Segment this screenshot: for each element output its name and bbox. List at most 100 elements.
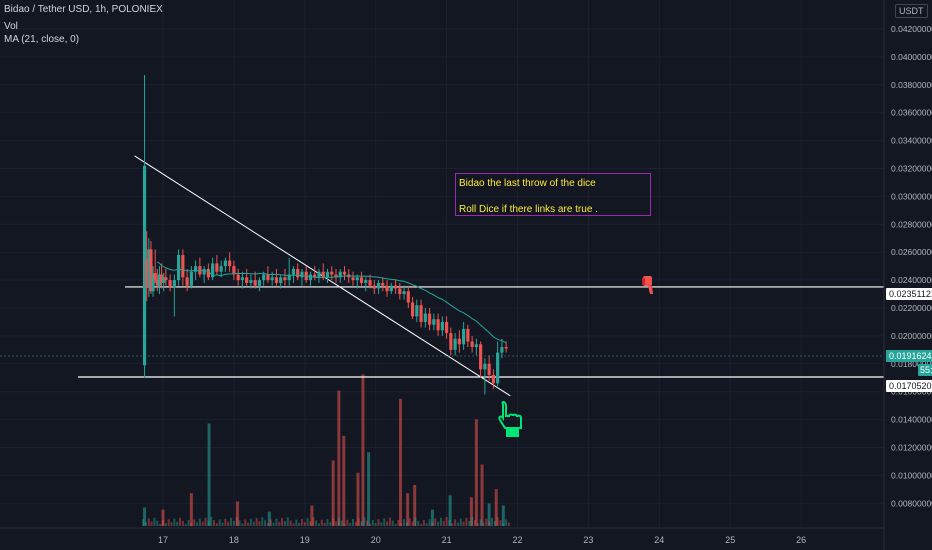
volume-bar: [156, 520, 159, 526]
volume-bars: [142, 374, 510, 526]
candle-body: [355, 277, 359, 281]
candle-body: [274, 277, 279, 283]
volume-bar: [448, 495, 452, 526]
volume-bar: [425, 523, 428, 526]
time-tick-label: 17: [158, 535, 168, 545]
volume-indicator-label[interactable]: Vol: [4, 21, 18, 32]
volume-bar: [374, 523, 377, 526]
volume-bar: [431, 522, 434, 526]
volume-bar: [406, 493, 410, 526]
time-tick-label: 25: [725, 535, 735, 545]
candle-body: [155, 280, 159, 286]
volume-bar: [482, 522, 485, 526]
price-axis[interactable]: 0.04200000 0.04000000 0.03800000 0.03600000…: [891, 24, 932, 508]
volume-bar: [471, 517, 474, 526]
volume-bar: [377, 519, 380, 526]
candle-body: [228, 260, 232, 267]
annotation-line-1: Bidao the last throw of the dice: [459, 178, 596, 189]
candle-body: [500, 347, 504, 353]
candle-body: [406, 291, 410, 303]
volume-bar: [244, 519, 247, 526]
candle-body: [291, 268, 296, 275]
volume-bar: [298, 522, 301, 526]
price-tick-label: 0.03200000: [891, 164, 932, 174]
candle-body: [338, 271, 342, 278]
volume-bar: [323, 522, 326, 526]
candle-body: [402, 291, 406, 295]
candle-body: [142, 165, 147, 366]
candle-body: [491, 374, 495, 384]
volume-bar: [468, 520, 471, 526]
volume-bar: [465, 517, 468, 526]
volume-bar: [380, 522, 383, 526]
volume-bar: [399, 398, 403, 526]
volume-bar: [343, 523, 346, 526]
volume-bar: [201, 521, 204, 526]
candle-body: [313, 274, 317, 278]
candle-body: [419, 305, 423, 322]
volume-bar: [213, 520, 216, 526]
volume-bar: [361, 374, 365, 526]
candle-body: [449, 333, 453, 350]
volume-bar: [283, 521, 286, 526]
resistance-price-label: 0.02351121: [886, 288, 932, 300]
candle-body: [223, 260, 227, 267]
candle-body: [262, 274, 266, 281]
volume-bar: [144, 522, 147, 526]
time-axis[interactable]: 17 18 19 20 21 22 23 24 25 26: [158, 535, 806, 545]
candle-body: [410, 302, 415, 317]
volume-bar: [476, 523, 479, 526]
volume-bar: [488, 521, 491, 526]
volume-bar: [309, 521, 312, 526]
volume-bar: [490, 517, 493, 526]
volume-bar: [469, 497, 473, 526]
volume-bar: [462, 521, 465, 526]
volume-bar: [473, 520, 476, 526]
volume-bar: [474, 419, 478, 526]
volume-bar: [204, 517, 207, 526]
volume-bar: [281, 518, 284, 526]
volume-bar: [501, 505, 505, 526]
price-tick-label: 0.03000000: [891, 191, 932, 201]
candle-body: [321, 271, 325, 278]
volume-bar: [493, 521, 496, 526]
volume-bar: [507, 522, 510, 526]
support-price-label: 0.01705208: [886, 380, 932, 392]
volume-bar: [494, 489, 498, 526]
time-tick-label: 23: [583, 535, 593, 545]
annotation-box[interactable]: Bidao the last throw of the dice Roll Di…: [455, 173, 651, 216]
candle-body: [474, 344, 478, 348]
volume-bar: [334, 521, 337, 526]
candle-body: [245, 277, 249, 283]
volume-bar: [349, 522, 352, 526]
volume-bar: [207, 520, 210, 526]
volume-bar: [337, 517, 340, 526]
candle-body: [157, 274, 162, 286]
volume-bar: [437, 521, 440, 526]
volume-bar: [241, 523, 244, 526]
volume-bar: [496, 517, 499, 526]
candle-body: [462, 328, 466, 345]
candle-body: [249, 280, 253, 283]
ma-indicator-label[interactable]: MA (21, close, 0): [4, 34, 80, 45]
candle-body: [364, 280, 368, 283]
volume-bar: [286, 517, 289, 526]
volume-bar: [196, 522, 199, 526]
moving-average-line: [157, 261, 507, 344]
currency-badge[interactable]: USDT: [895, 4, 928, 18]
candle-body: [496, 352, 500, 384]
candle-body: [376, 282, 381, 289]
volume-bar: [153, 517, 156, 526]
volume-bar: [215, 523, 218, 526]
volume-bar: [258, 521, 261, 526]
volume-bar: [420, 523, 423, 526]
candle-body: [240, 277, 245, 281]
volume-bar: [235, 517, 238, 526]
price-tick-label: 0.01200000: [891, 443, 932, 453]
candle-body: [283, 277, 287, 281]
volume-bar: [329, 522, 332, 526]
volume-bar: [147, 518, 150, 526]
candle-body: [147, 249, 151, 288]
